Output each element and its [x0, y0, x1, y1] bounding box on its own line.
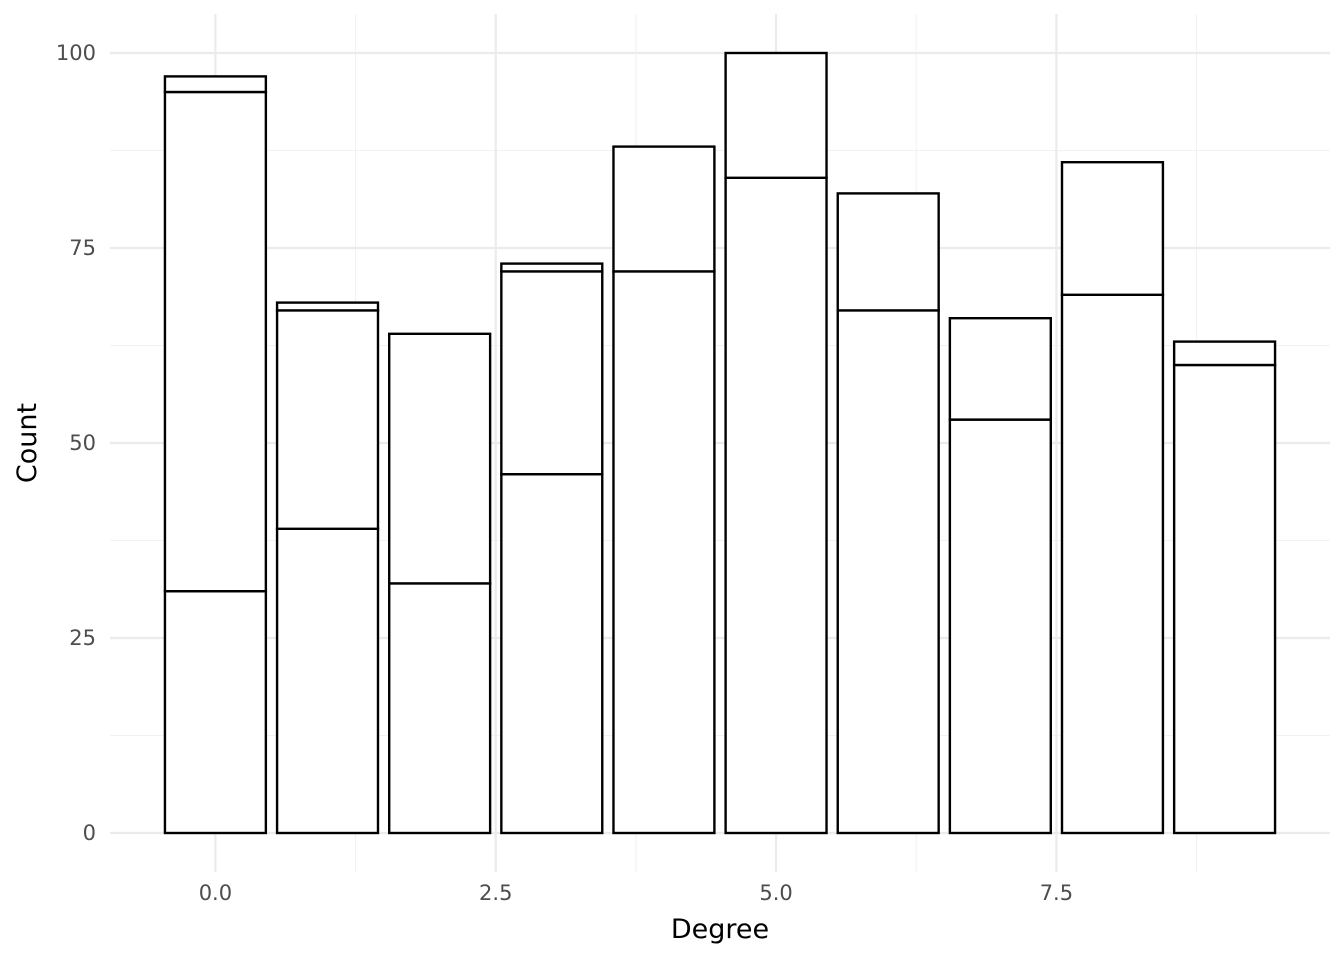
x-tick-label: 0.0 [199, 881, 232, 905]
bar [500, 262, 604, 835]
bar [612, 145, 716, 835]
bar-segment [163, 90, 268, 593]
bar-segment [388, 332, 492, 585]
y-tick-label: 50 [69, 431, 96, 455]
bar [1060, 160, 1165, 835]
y-axis-ticks: 0 25 50 75 100 [56, 41, 96, 845]
bar-segment [948, 317, 1052, 421]
bar-segment [1172, 340, 1277, 367]
bar-segment [163, 590, 268, 835]
bar-segment [724, 51, 828, 180]
x-axis-title: Degree [671, 914, 769, 945]
bar-segment [948, 418, 1052, 835]
y-tick-label: 0 [83, 821, 96, 845]
y-tick-label: 100 [56, 41, 96, 65]
bar-segment [1060, 293, 1165, 835]
y-tick-label: 25 [69, 626, 96, 650]
bar-segment [1060, 160, 1165, 297]
bar-segment [275, 301, 380, 312]
bar [163, 75, 268, 835]
bar-segment [1172, 363, 1277, 835]
x-tick-label: 2.5 [479, 881, 512, 905]
y-tick-label: 75 [69, 236, 96, 260]
bar [836, 192, 940, 835]
bar-segment [163, 75, 268, 94]
bar-segment [500, 262, 604, 273]
x-tick-label: 5.0 [759, 881, 792, 905]
bar-segment [612, 270, 716, 835]
bars [163, 51, 1277, 835]
bar-segment [275, 527, 380, 835]
x-axis-ticks: 0.0 2.5 5.0 7.5 [199, 881, 1073, 905]
bar-segment [500, 270, 604, 476]
bar [1172, 340, 1277, 835]
bar-segment [275, 309, 380, 530]
bar-segment [500, 473, 604, 835]
bar-segment [836, 309, 940, 835]
bar-segment [612, 145, 716, 273]
y-axis-title: Count [12, 403, 43, 483]
bar [948, 317, 1052, 835]
bar [275, 301, 380, 835]
bar-segment [388, 582, 492, 835]
bar [388, 332, 492, 835]
x-tick-label: 7.5 [1040, 881, 1073, 905]
bar [724, 51, 828, 835]
bar-segment [836, 192, 940, 312]
bar-segment [724, 176, 828, 835]
